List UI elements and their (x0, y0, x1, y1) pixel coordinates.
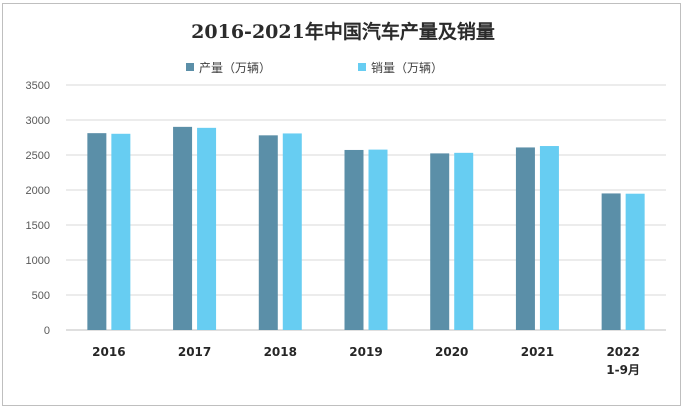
bar (454, 152, 474, 330)
x-tick-label: 2020 (435, 345, 468, 359)
x-tick-label: 2021 (521, 345, 554, 359)
gridlines (66, 84, 666, 331)
legend-swatch (186, 63, 194, 71)
bar (368, 149, 388, 330)
legend-label: 销量（万辆） (371, 61, 443, 75)
legend: 产量（万辆） 销量（万辆） (186, 61, 443, 75)
y-tick-label: 2500 (26, 150, 50, 162)
bars (87, 126, 645, 330)
x-axis: 2016 2017 2018 2019 2020 2021 2022 1-9月 (92, 345, 640, 377)
y-tick-label: 1500 (26, 220, 50, 232)
y-tick-label: 1000 (26, 255, 50, 267)
bar (111, 133, 131, 330)
x-tick-label: 2017 (178, 345, 211, 359)
bar (87, 133, 107, 330)
bar (173, 126, 193, 330)
y-tick-label: 3000 (26, 115, 50, 127)
x-tick-label: 2018 (264, 345, 297, 359)
bar (197, 127, 217, 330)
bar (258, 135, 278, 330)
y-axis: 0 500 1000 1500 2000 2500 3000 3500 (26, 80, 50, 337)
legend-swatch (358, 63, 366, 71)
legend-label: 产量（万辆） (199, 61, 271, 75)
bar (515, 147, 535, 330)
chart-title: 2016-2021年中国汽车产量及销量 (191, 20, 495, 43)
y-tick-label: 3500 (26, 80, 50, 92)
bar (344, 149, 364, 330)
bar (601, 193, 621, 330)
bar (430, 153, 450, 330)
bar (539, 146, 559, 330)
y-tick-label: 0 (44, 325, 50, 337)
bar (282, 133, 302, 330)
x-tick-label: 1-9月 (606, 363, 640, 377)
y-tick-label: 500 (32, 290, 50, 302)
x-tick-label: 2019 (349, 345, 382, 359)
x-tick-label: 2022 (606, 345, 639, 359)
x-tick-label: 2016 (92, 345, 125, 359)
bar (625, 193, 645, 330)
y-tick-label: 2000 (26, 185, 50, 197)
